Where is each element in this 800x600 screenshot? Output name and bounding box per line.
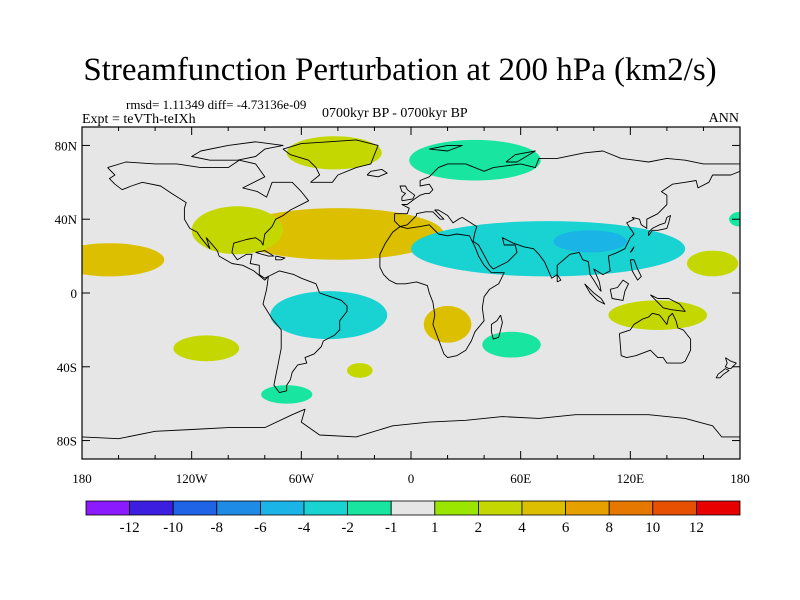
colorbar-swatch (434, 500, 479, 516)
lon-tick-label: 0 (408, 471, 415, 486)
colorbar-swatch (303, 500, 348, 516)
lat-tick-label: 40N (55, 212, 78, 227)
colorbar-swatch (259, 500, 305, 516)
coastline (82, 408, 740, 440)
coastline (505, 150, 536, 163)
lon-tick-label: 120W (176, 471, 209, 486)
colorbar-swatch (652, 500, 697, 516)
coastline (366, 168, 388, 178)
stats-text: rmsd= 1.11349 diff= -4.73136e-09 (126, 97, 307, 112)
colorbar-swatch (216, 500, 261, 516)
anomaly-scandinavia-negative (409, 139, 541, 181)
colorbar-swatch (390, 500, 436, 516)
colorbar-label: -4 (298, 520, 311, 536)
coastline (275, 255, 286, 261)
coastline (399, 185, 416, 202)
colorbar-swatch (521, 500, 566, 516)
lat-tick-label: 80S (57, 434, 77, 449)
colorbar-swatch (696, 500, 741, 516)
colorbar-label: 2 (475, 520, 483, 536)
coastline (379, 224, 505, 359)
chart-title: Streamfunction Perturbation at 200 hPa (… (83, 52, 717, 88)
coastline (724, 357, 737, 370)
coastline (618, 312, 692, 364)
coastline (648, 215, 671, 237)
colorbar-swatch (85, 500, 130, 516)
lon-tick-label: 60E (510, 471, 531, 486)
colorbar-swatch (172, 500, 218, 516)
lon-tick-label: 180 (730, 471, 750, 486)
coastline (556, 274, 562, 283)
coastline (715, 368, 730, 379)
coastline (262, 270, 348, 394)
anomaly-east-pacific-positive (82, 243, 165, 277)
coastline (584, 283, 606, 305)
coastline (191, 141, 284, 161)
colorbar-label: -2 (341, 520, 354, 536)
anomaly-asia-negative (411, 221, 686, 277)
colorbar-label: -10 (163, 520, 183, 536)
colorbar-label: 12 (689, 520, 704, 536)
anomaly-tibet-negative-core (553, 230, 627, 253)
colorbar-label: 4 (518, 520, 526, 536)
anomaly-south-pacific-positive (173, 335, 240, 362)
map-background (82, 127, 740, 459)
anomaly-australia-positive (608, 300, 708, 330)
experiment-label: Expt = teVTh-teIXh (82, 112, 196, 127)
lat-tick-label: 0 (71, 286, 78, 301)
anomaly-west-pacific-positive (686, 250, 739, 277)
colorbar-label: 10 (645, 520, 660, 536)
anomaly-southern-africa-positive (423, 305, 472, 343)
anomaly-greenland-positive (286, 136, 382, 170)
anomaly-north-atlantic-positive (231, 208, 444, 260)
colorbar-swatch (477, 500, 523, 516)
colorbar-label: 6 (562, 520, 570, 536)
colorbar-label: -8 (211, 520, 224, 536)
anomaly-indian-ocean-negative (482, 331, 541, 358)
colorbar-swatch (347, 500, 392, 516)
coastline (629, 259, 642, 281)
lat-tick-label: 80N (55, 138, 78, 153)
coastlines (82, 139, 740, 440)
coastline (107, 159, 310, 281)
coastline (490, 314, 503, 340)
lat-tick-label: 40S (57, 360, 77, 375)
colorbar-swatch (565, 500, 610, 516)
coastline (650, 294, 686, 312)
lon-tick-label: 180 (72, 471, 92, 486)
anomaly-patagonia-positive (347, 363, 373, 378)
colorbar-swatch (129, 500, 174, 516)
colorbar-swatch (608, 500, 654, 516)
coastline (255, 250, 275, 257)
colorbar-label: 8 (605, 520, 613, 536)
lon-tick-label: 60W (289, 471, 315, 486)
colorbar-label: 1 (431, 520, 439, 536)
coastline (394, 150, 740, 292)
season-label: ANN (708, 111, 739, 126)
coastline (282, 139, 379, 183)
coastline (609, 279, 629, 301)
colorbar-label: -6 (254, 520, 267, 536)
anomaly-southern-ocean-negative (261, 385, 313, 404)
colorbar-label: -12 (120, 520, 140, 536)
anomaly-central-america-positive (191, 206, 284, 255)
period-label: 0700kyr BP - 0700kyr BP (322, 106, 468, 121)
lon-tick-label: 120E (617, 471, 645, 486)
coastline (629, 246, 635, 253)
colorbar-label: -1 (385, 520, 398, 536)
coastline (429, 144, 463, 152)
anomaly-south-america-negative (270, 291, 388, 340)
map-plot-area (82, 127, 740, 459)
